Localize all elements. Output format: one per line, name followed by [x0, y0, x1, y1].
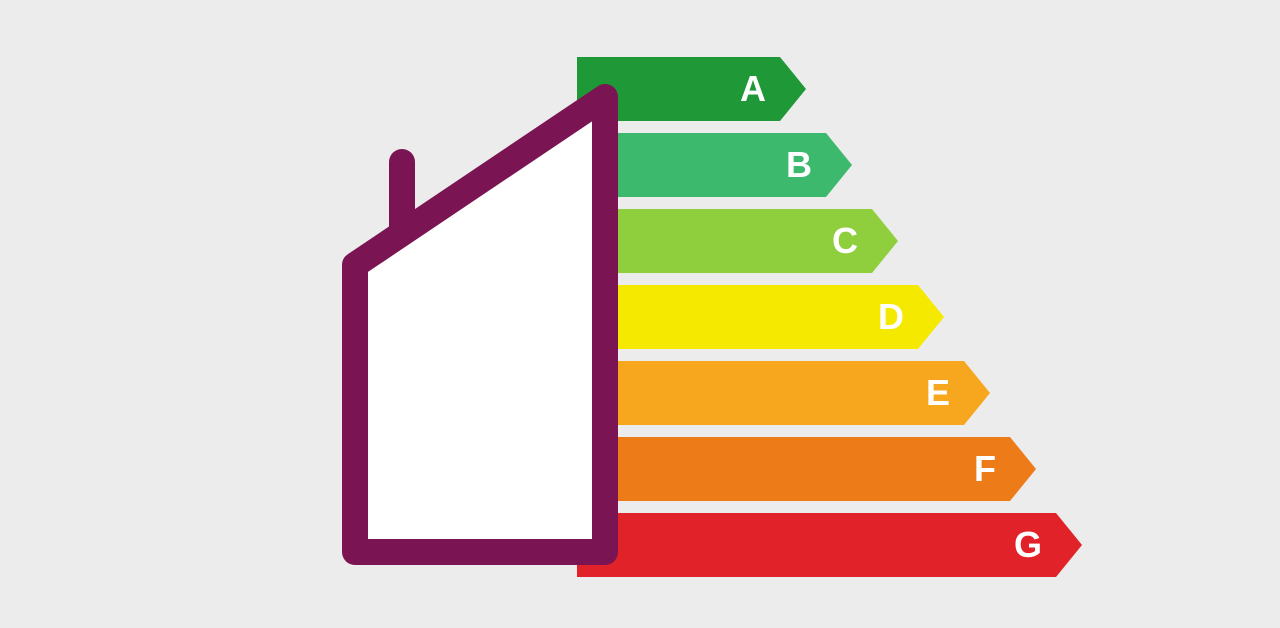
rating-bar-label: A — [740, 71, 766, 107]
rating-bar-label: F — [974, 451, 996, 487]
rating-bar-label: C — [832, 223, 858, 259]
house-icon — [310, 57, 630, 577]
rating-bar-arrowhead — [918, 285, 944, 349]
rating-bar-arrowhead — [964, 361, 990, 425]
rating-bar-arrowhead — [1010, 437, 1036, 501]
rating-bar-arrowhead — [1056, 513, 1082, 577]
rating-bar-label: D — [878, 299, 904, 335]
rating-bar-e: E — [577, 361, 964, 425]
rating-bar-label: G — [1014, 527, 1042, 563]
rating-bar-f: F — [577, 437, 1010, 501]
rating-bar-label: E — [926, 375, 950, 411]
rating-bar-arrowhead — [872, 209, 898, 273]
house-icon-svg — [310, 57, 630, 577]
rating-bar-g: G — [577, 513, 1056, 577]
rating-bar-label: B — [786, 147, 812, 183]
rating-bar-arrowhead — [826, 133, 852, 197]
rating-bar-arrowhead — [780, 57, 806, 121]
energy-rating-diagram: A B C D E F G — [0, 0, 1280, 628]
